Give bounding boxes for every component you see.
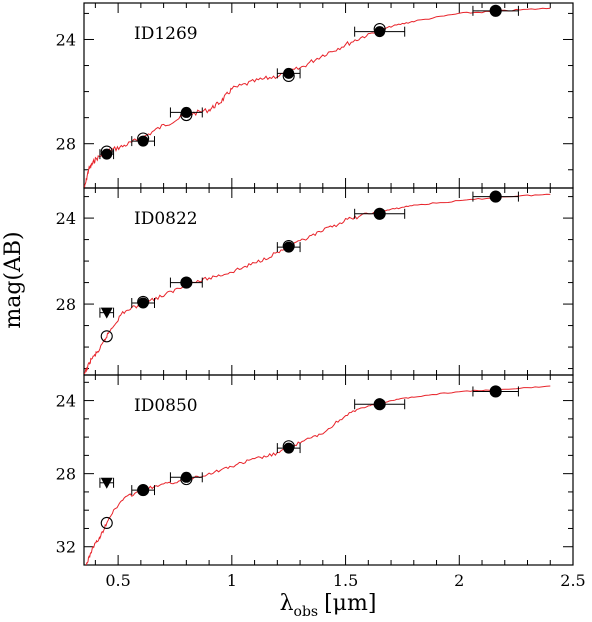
x-tick-label: 2 — [454, 571, 464, 590]
x-tick-label: 2.5 — [560, 571, 585, 590]
observed-point — [490, 191, 502, 203]
y-tick-label: 28 — [56, 465, 76, 484]
observed-point — [137, 297, 149, 309]
y-axis-label: mag(AB) — [1, 231, 26, 328]
observed-point — [374, 398, 386, 410]
x-axis-label-unit: [μm] — [324, 591, 376, 616]
observed-point — [490, 5, 502, 17]
x-tick-label: 0.5 — [105, 571, 130, 590]
model-point — [100, 516, 113, 530]
x-axis-label: λobs [μm] — [280, 591, 377, 620]
x-tick-label: 1 — [227, 571, 237, 590]
observed-point — [283, 241, 295, 253]
panel-id0850: 24 28 32 ID0850 — [56, 374, 574, 566]
observed-point — [137, 484, 149, 496]
observed-point — [101, 148, 113, 160]
observed-point — [374, 208, 386, 220]
observed-point — [180, 106, 192, 118]
observed-point — [137, 135, 149, 147]
x-axis: 0.5 1 1.5 2 2.5 — [105, 571, 585, 590]
y-tick-label: 24 — [56, 392, 76, 411]
x-axis-label-subscript: obs — [294, 604, 319, 620]
observed-point — [180, 277, 192, 289]
y-tick-label: 24 — [56, 30, 76, 49]
panel-frame — [83, 374, 574, 566]
observed-point — [283, 67, 295, 79]
y-tick-label: 32 — [56, 538, 76, 557]
x-axis-label-symbol: λ — [280, 591, 294, 616]
sed-model-curve — [84, 7, 551, 188]
model-point — [100, 330, 113, 343]
y-tick-label: 28 — [56, 295, 76, 314]
upper-limit-marker — [100, 307, 113, 319]
y-tick-label: 28 — [56, 135, 76, 154]
panel-id1269: 24 28 ID1269 — [56, 2, 574, 189]
panel-label: ID1269 — [134, 24, 198, 44]
observed-point — [374, 26, 386, 38]
x-tick-label: 1.5 — [333, 571, 358, 590]
panel-id0822: 24 28 ID0822 — [56, 187, 574, 376]
observed-point — [283, 442, 295, 454]
y-tick-label: 24 — [56, 209, 76, 228]
panel-label: ID0822 — [134, 209, 198, 229]
sed-model-curve — [85, 385, 551, 565]
panel-label: ID0850 — [134, 396, 198, 416]
upper-limit-marker — [100, 477, 113, 489]
sed-model-curve — [84, 193, 551, 375]
observed-point — [490, 385, 502, 397]
observed-point — [180, 471, 192, 483]
